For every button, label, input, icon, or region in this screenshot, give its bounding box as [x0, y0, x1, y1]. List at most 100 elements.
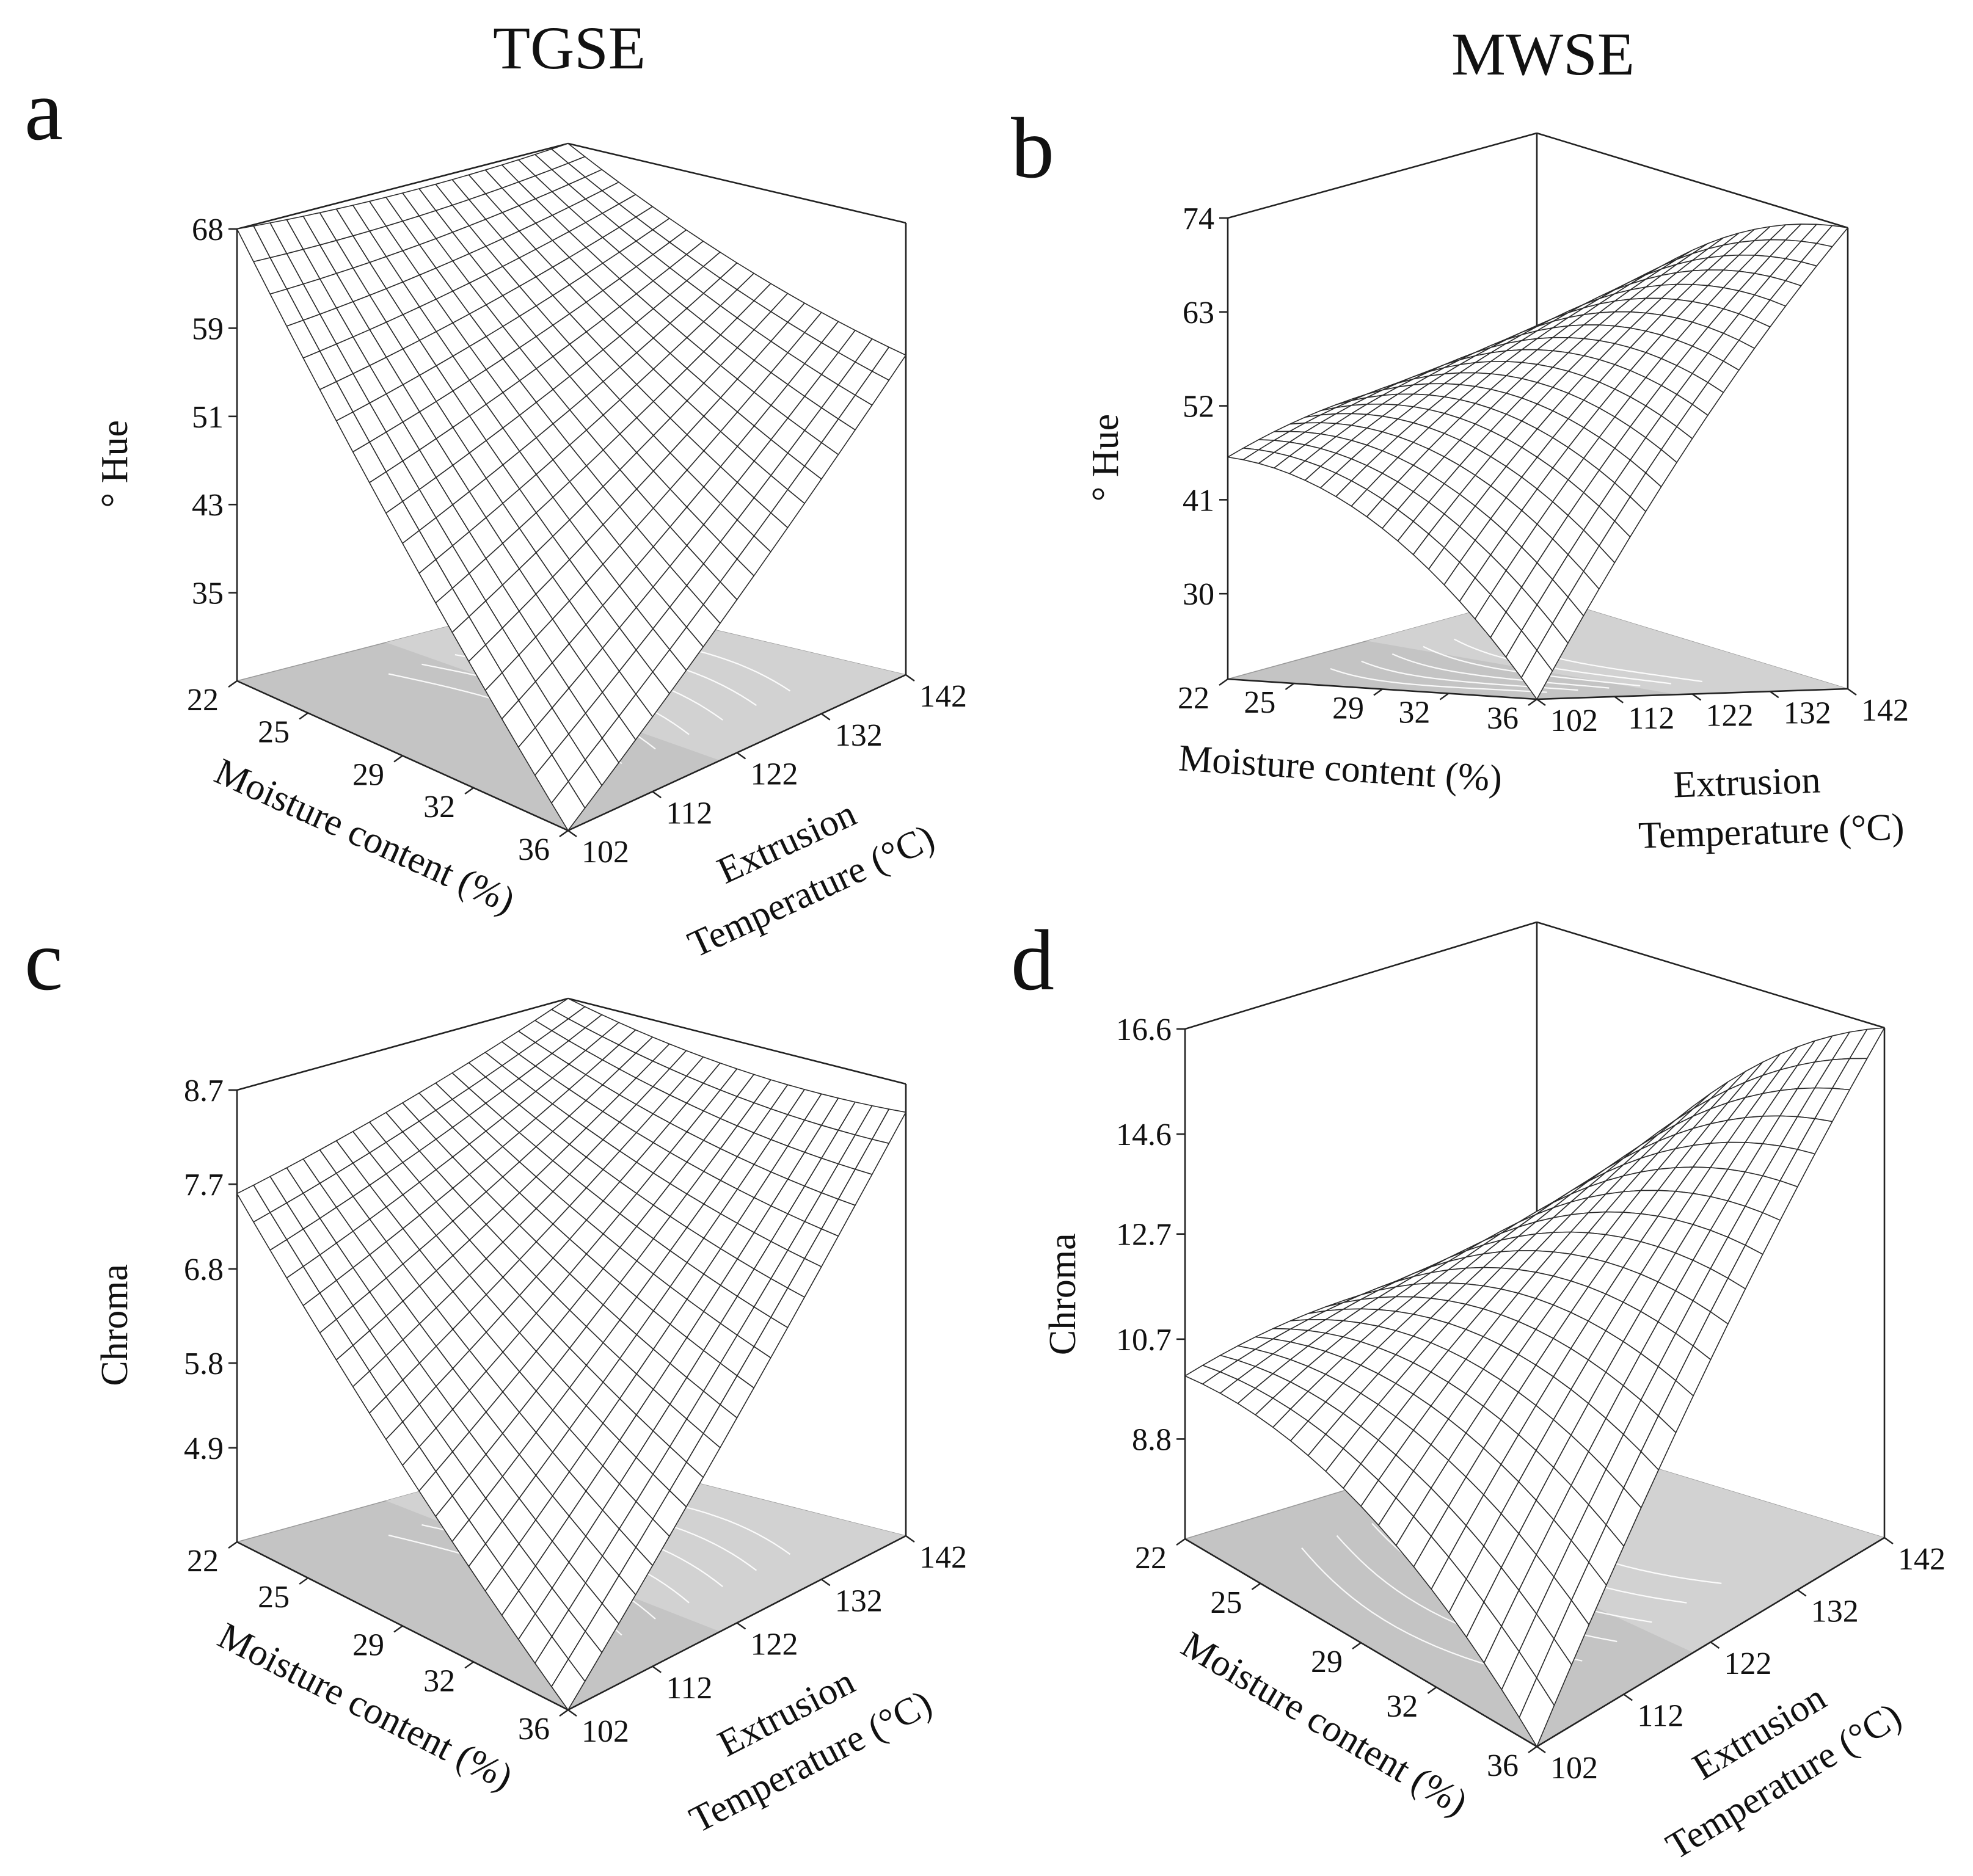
x-tick-label: 22: [187, 683, 219, 718]
column-title-tgse: TGSE: [493, 14, 646, 82]
x-tick-label: 22: [187, 1544, 219, 1579]
z-tick-label: 5.8: [184, 1347, 224, 1381]
y-tick-label: 142: [1898, 1542, 1946, 1577]
y-tick-mark: [1614, 696, 1624, 704]
x-tick-mark: [559, 1709, 569, 1717]
panel-letter: b: [1011, 100, 1054, 196]
x-tick-mark: [1251, 1582, 1261, 1590]
surface-cell: [551, 781, 586, 831]
y-tick-mark: [1536, 1746, 1546, 1753]
z-tick-label: 51: [192, 400, 224, 435]
surface-mesh: [236, 143, 906, 831]
z-tick-label: 16.6: [1116, 1013, 1172, 1047]
y-tick-label: 132: [835, 718, 883, 753]
y-tick-label: 122: [751, 1627, 798, 1662]
surface-mesh: [1227, 224, 1848, 700]
z-tick-label: 6.8: [184, 1252, 224, 1287]
y-tick-mark: [736, 1622, 746, 1630]
x-tick-mark: [228, 680, 238, 688]
panel-letter: c: [24, 912, 63, 1008]
x-tick-mark: [1439, 693, 1450, 700]
surface-cell: [1519, 1677, 1555, 1747]
y-axis-title-line2: Temperature (°C): [1638, 806, 1905, 856]
x-tick-mark: [1427, 1686, 1437, 1694]
x-tick-label: 29: [1332, 691, 1364, 726]
y-tick-mark: [905, 674, 915, 682]
contour-line: [1330, 667, 1547, 693]
x-tick-label: 29: [352, 758, 384, 793]
z-tick-label: 14.6: [1116, 1118, 1172, 1152]
y-tick-mark: [1710, 1642, 1720, 1649]
x-tick-mark: [1285, 683, 1295, 691]
z-tick-label: 4.9: [184, 1431, 224, 1466]
y-tick-label: 122: [1724, 1646, 1772, 1681]
y-tick-label: 102: [582, 1714, 629, 1749]
x-tick-mark: [559, 830, 569, 837]
z-tick-label: 30: [1183, 577, 1214, 612]
z-tick-label: 8.8: [1132, 1422, 1172, 1457]
y-tick-mark: [1536, 699, 1546, 706]
z-tick-label: 35: [192, 576, 224, 611]
surface-mesh: [236, 998, 906, 1711]
z-tick-label: 7.7: [184, 1168, 224, 1202]
y-tick-mark: [736, 752, 746, 760]
z-tick-label: 52: [1183, 390, 1214, 424]
z-axis-title: ° Hue: [1085, 414, 1126, 502]
y-tick-label: 102: [1550, 1751, 1598, 1786]
x-tick-mark: [299, 712, 308, 720]
y-tick-label: 112: [666, 796, 712, 831]
y-tick-label: 112: [666, 1671, 712, 1706]
y-tick-mark: [652, 1665, 662, 1673]
x-tick-label: 22: [1135, 1541, 1167, 1576]
z-tick-label: 68: [192, 213, 224, 247]
y-tick-label: 142: [1861, 693, 1909, 728]
z-tick-label: 12.7: [1116, 1218, 1172, 1252]
z-tick-label: 74: [1183, 202, 1214, 236]
z-tick-label: 43: [192, 488, 224, 523]
contour-line: [1423, 645, 1641, 687]
z-tick-label: 8.7: [184, 1074, 224, 1108]
panel-a: a 35 43 51 59 68 ° Hue 22 25 29 32 36 102 112 122 132 14…: [24, 62, 967, 965]
y-tick-mark: [821, 1579, 831, 1587]
y-tick-mark: [1691, 693, 1702, 701]
y-tick-label: 102: [582, 835, 629, 870]
x-tick-mark: [1219, 678, 1228, 686]
y-tick-label: 132: [1784, 696, 1831, 730]
y-tick-mark: [567, 830, 577, 837]
y-tick-mark: [1797, 1589, 1807, 1597]
x-tick-label: 32: [423, 1663, 455, 1698]
y-tick-label: 132: [1811, 1594, 1859, 1629]
z-axis-title: Chroma: [1042, 1233, 1084, 1355]
y-tick-label: 122: [1706, 699, 1754, 733]
y-tick-mark: [1770, 691, 1779, 699]
panel-letter: d: [1011, 912, 1054, 1008]
x-tick-mark: [464, 787, 474, 794]
x-tick-label: 36: [518, 1712, 550, 1747]
y-tick-mark: [821, 713, 831, 721]
x-tick-label: 25: [258, 1580, 290, 1615]
x-tick-label: 25: [1210, 1585, 1242, 1620]
z-axis-title: ° Hue: [94, 420, 136, 508]
x-tick-mark: [228, 1541, 238, 1549]
y-tick-label: 112: [1637, 1699, 1683, 1734]
x-tick-label: 29: [1311, 1645, 1343, 1679]
x-tick-mark: [1352, 1642, 1362, 1649]
y-tick-mark: [567, 1709, 577, 1717]
x-tick-label: 25: [1244, 685, 1275, 720]
x-tick-label: 22: [1178, 681, 1209, 716]
x-tick-mark: [393, 1625, 403, 1633]
z-tick-label: 63: [1183, 296, 1214, 330]
x-tick-mark: [299, 1577, 308, 1585]
z-tick-label: 10.7: [1116, 1323, 1172, 1358]
panel-b: b 30 41 52 63 74 ° Hue 22 25 29 32 36 102 112 122 132 14…: [1011, 100, 1909, 857]
x-tick-mark: [1528, 1746, 1537, 1753]
contour-line: [1391, 653, 1610, 689]
x-tick-mark: [393, 755, 403, 763]
x-tick-label: 29: [352, 1628, 384, 1663]
z-tick-label: 41: [1183, 483, 1214, 518]
x-tick-label: 32: [423, 790, 455, 824]
y-tick-label: 132: [835, 1583, 883, 1618]
x-tick-mark: [1528, 699, 1537, 706]
x-tick-label: 36: [1487, 701, 1519, 736]
column-title-mwse: MWSE: [1451, 20, 1635, 88]
